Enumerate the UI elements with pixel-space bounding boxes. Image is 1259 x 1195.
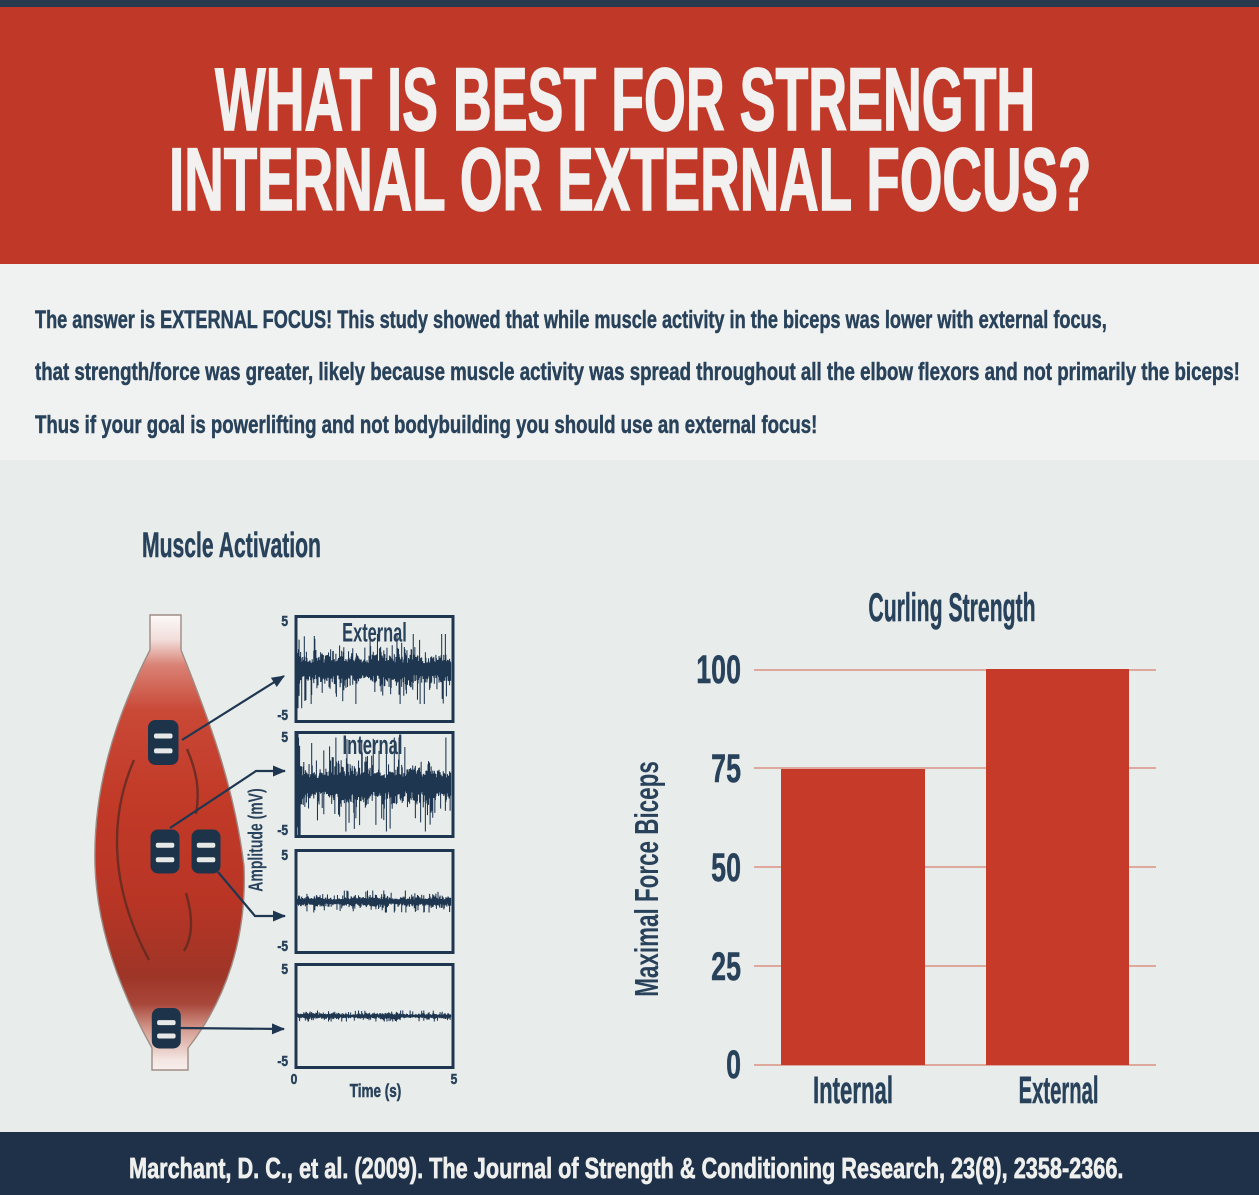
svg-text:Maximal Force Biceps: Maximal Force Biceps xyxy=(628,761,665,997)
svg-text:Amplitude (mV): Amplitude (mV) xyxy=(244,788,267,891)
svg-text:External: External xyxy=(342,617,407,647)
svg-text:Internal: Internal xyxy=(343,730,403,760)
